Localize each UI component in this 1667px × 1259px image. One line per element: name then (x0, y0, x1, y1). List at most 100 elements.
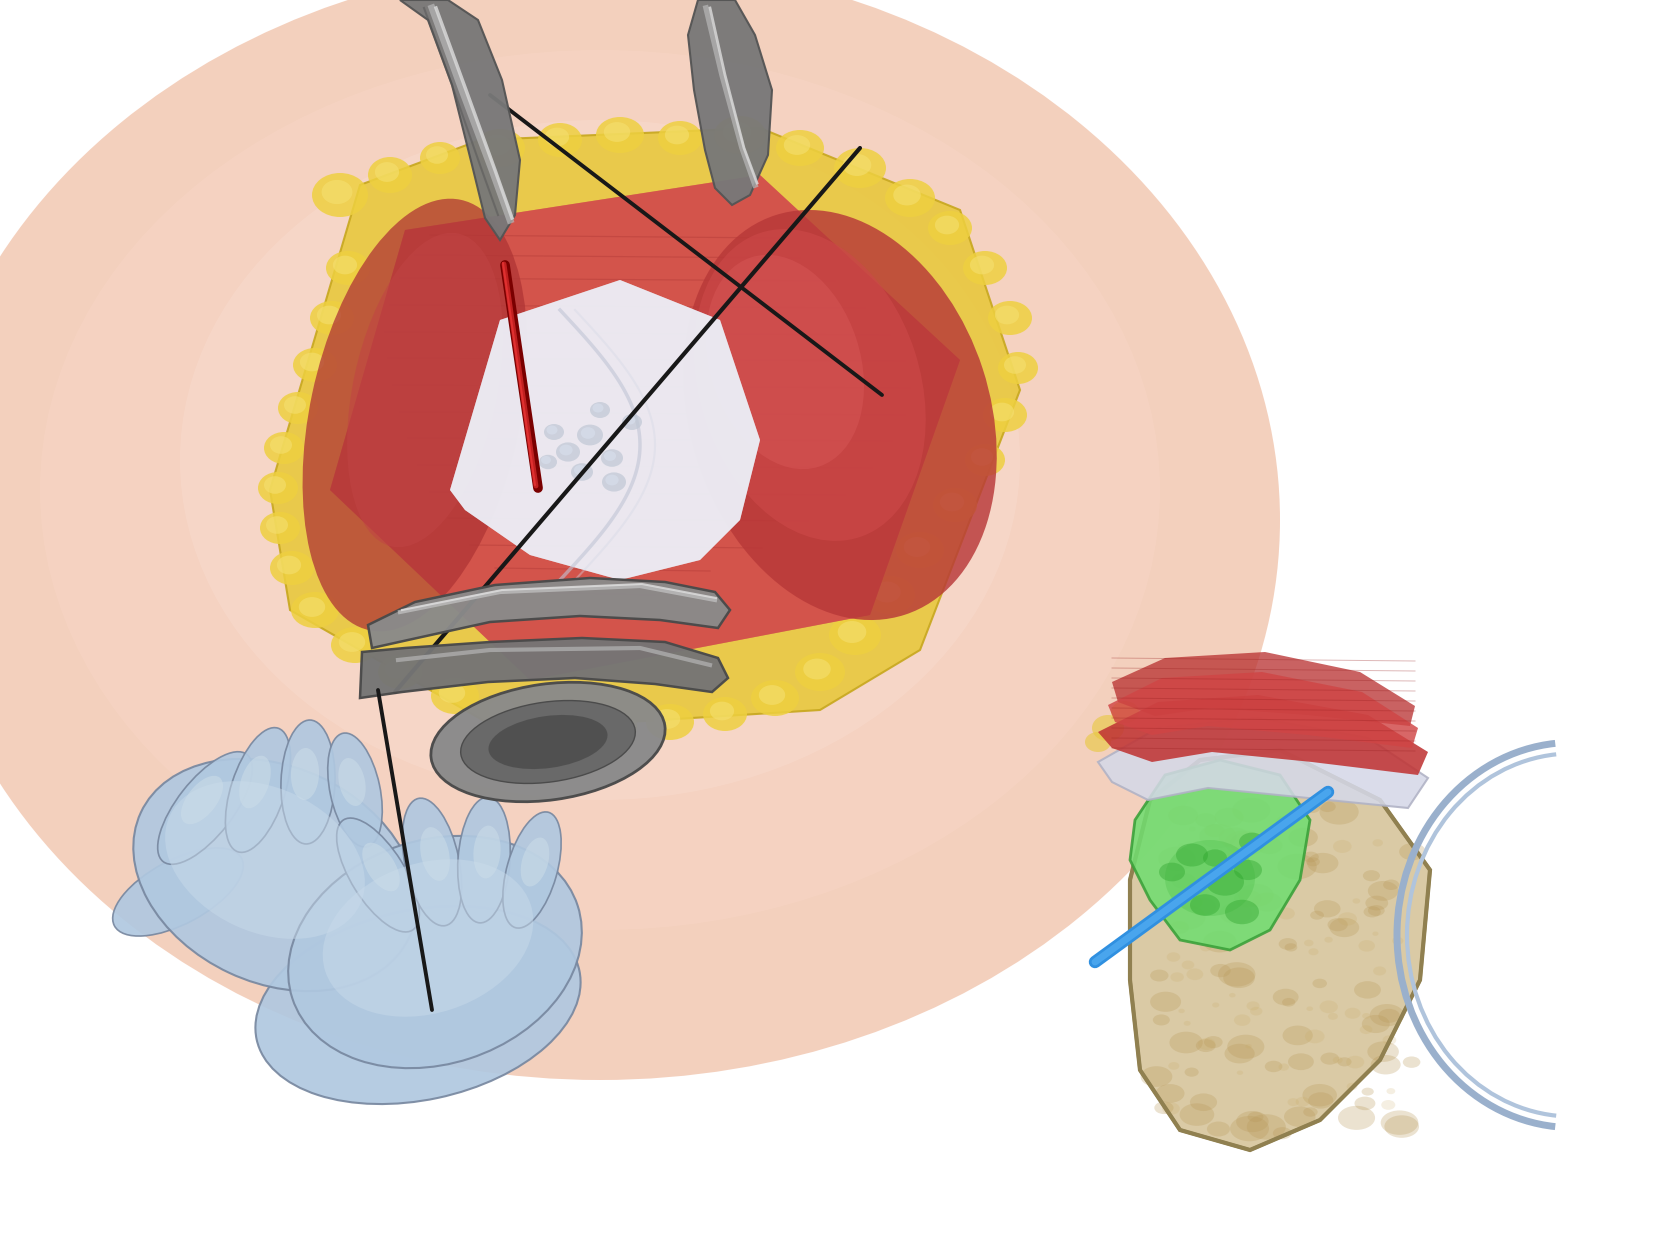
Ellipse shape (1337, 1058, 1352, 1066)
Ellipse shape (592, 403, 603, 413)
Ellipse shape (1347, 1056, 1364, 1069)
Ellipse shape (1265, 1061, 1282, 1073)
Ellipse shape (713, 116, 767, 154)
Ellipse shape (332, 627, 378, 663)
Ellipse shape (895, 533, 944, 568)
Ellipse shape (1229, 993, 1235, 997)
Ellipse shape (1364, 906, 1380, 918)
Ellipse shape (1185, 1068, 1199, 1076)
Ellipse shape (710, 701, 733, 720)
Ellipse shape (1304, 1107, 1317, 1117)
Ellipse shape (292, 592, 338, 628)
Ellipse shape (580, 427, 595, 439)
Ellipse shape (458, 797, 510, 923)
Ellipse shape (298, 597, 325, 617)
Ellipse shape (1305, 1030, 1325, 1044)
Ellipse shape (420, 827, 450, 881)
Ellipse shape (1309, 948, 1319, 956)
Ellipse shape (338, 632, 365, 652)
Ellipse shape (658, 121, 702, 155)
Ellipse shape (1277, 854, 1317, 879)
Ellipse shape (488, 699, 515, 719)
Ellipse shape (1347, 1083, 1357, 1090)
Polygon shape (330, 175, 960, 680)
Ellipse shape (1170, 922, 1189, 934)
Ellipse shape (1370, 1003, 1404, 1026)
Ellipse shape (970, 448, 994, 466)
Ellipse shape (1140, 1066, 1172, 1087)
Ellipse shape (1285, 943, 1297, 952)
Ellipse shape (385, 660, 408, 679)
Ellipse shape (1362, 1013, 1370, 1019)
Ellipse shape (488, 715, 607, 769)
Polygon shape (1112, 652, 1415, 726)
Ellipse shape (312, 172, 368, 217)
Ellipse shape (1189, 827, 1195, 831)
Polygon shape (368, 578, 730, 648)
Ellipse shape (590, 402, 610, 418)
Ellipse shape (538, 454, 557, 470)
Ellipse shape (1247, 1001, 1260, 1011)
Ellipse shape (1159, 862, 1185, 881)
Ellipse shape (420, 142, 460, 174)
Ellipse shape (1110, 701, 1139, 723)
Ellipse shape (238, 755, 270, 808)
Ellipse shape (600, 714, 623, 733)
Ellipse shape (1212, 1002, 1219, 1007)
Ellipse shape (1334, 840, 1352, 854)
Ellipse shape (795, 653, 845, 691)
Ellipse shape (1150, 992, 1182, 1012)
Ellipse shape (1370, 1055, 1400, 1074)
Polygon shape (1130, 760, 1310, 951)
Ellipse shape (557, 442, 580, 462)
Ellipse shape (844, 154, 872, 176)
Ellipse shape (602, 449, 623, 467)
Ellipse shape (1184, 1021, 1190, 1026)
Ellipse shape (460, 700, 635, 783)
Ellipse shape (542, 456, 552, 465)
Ellipse shape (133, 759, 417, 991)
Ellipse shape (1362, 1015, 1390, 1034)
Ellipse shape (328, 733, 382, 847)
Ellipse shape (693, 229, 925, 541)
Ellipse shape (1310, 910, 1324, 919)
Ellipse shape (0, 0, 1280, 1080)
Ellipse shape (317, 306, 342, 325)
Ellipse shape (1307, 852, 1339, 874)
Ellipse shape (338, 758, 365, 806)
Ellipse shape (543, 424, 563, 439)
Ellipse shape (503, 812, 562, 928)
Ellipse shape (1330, 918, 1359, 937)
Ellipse shape (625, 415, 635, 424)
Ellipse shape (1284, 1107, 1315, 1127)
Ellipse shape (1204, 850, 1227, 866)
Ellipse shape (1372, 840, 1384, 846)
Ellipse shape (1372, 932, 1379, 935)
Ellipse shape (337, 818, 420, 932)
Ellipse shape (1379, 1008, 1400, 1022)
Ellipse shape (1225, 831, 1262, 855)
Ellipse shape (1224, 967, 1255, 988)
Ellipse shape (1305, 857, 1320, 866)
Ellipse shape (520, 837, 550, 886)
Ellipse shape (989, 301, 1032, 335)
Ellipse shape (1154, 1102, 1174, 1114)
Ellipse shape (1182, 961, 1194, 969)
Ellipse shape (1207, 1122, 1230, 1137)
Ellipse shape (1274, 988, 1299, 1006)
Ellipse shape (1329, 1013, 1339, 1020)
Ellipse shape (1364, 870, 1380, 881)
Ellipse shape (1220, 903, 1252, 924)
Ellipse shape (1170, 972, 1184, 982)
Ellipse shape (1302, 1084, 1337, 1107)
Ellipse shape (430, 682, 665, 802)
Ellipse shape (1230, 832, 1267, 855)
Ellipse shape (327, 251, 370, 285)
Ellipse shape (777, 130, 823, 166)
Ellipse shape (1199, 823, 1237, 849)
Ellipse shape (432, 679, 478, 714)
Ellipse shape (665, 126, 688, 145)
Ellipse shape (1199, 1037, 1215, 1050)
Ellipse shape (1287, 1098, 1299, 1107)
Ellipse shape (438, 684, 465, 703)
